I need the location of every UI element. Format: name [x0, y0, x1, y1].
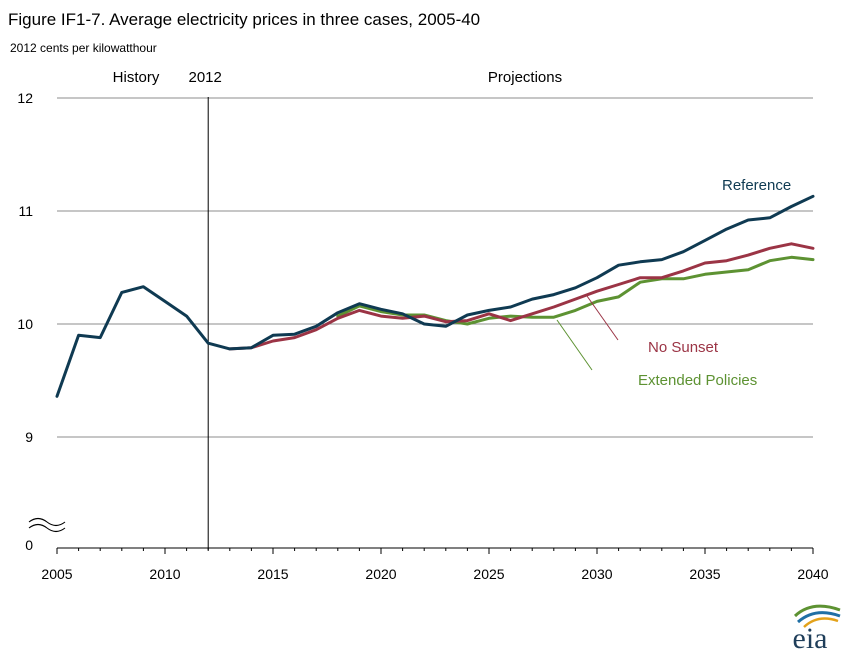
- logo-arc-blue: [797, 611, 841, 624]
- logo-text: eia: [793, 622, 828, 655]
- x-tick-label: 2005: [41, 566, 72, 582]
- extended-policies-series-label: Extended Policies: [638, 372, 757, 389]
- y-tick-label: 9: [25, 429, 33, 445]
- extended-policies-leader-line: [556, 319, 593, 371]
- y-tick-labels: 12 11 10 9 0: [17, 90, 33, 553]
- x-axis: 2005 2010 2015 2020 2025 2030 2035 2040: [41, 547, 829, 582]
- axis-break-icon: [28, 517, 66, 533]
- series-line-extended-policies: [336, 255, 815, 326]
- series-line-reference: [55, 194, 815, 398]
- reference-series-label: Reference: [722, 177, 791, 194]
- no-sunset-series-label: No Sunset: [648, 339, 719, 356]
- divider-year-label: 2012: [189, 69, 222, 86]
- logo-arc-green: [793, 604, 841, 618]
- x-tick-label: 2035: [689, 566, 720, 582]
- no-sunset-leader-line: [586, 295, 619, 341]
- x-tick-label: 2030: [581, 566, 612, 582]
- x-tick-label: 2040: [797, 566, 828, 582]
- eia-logo: eia: [793, 604, 841, 655]
- series-lines: [55, 194, 815, 398]
- x-tick-label: 2020: [365, 566, 396, 582]
- history-label: History: [113, 69, 160, 86]
- logo-arc-gold: [803, 617, 839, 628]
- x-tick-label: 2010: [149, 566, 180, 582]
- series-line-no-sunset: [228, 242, 815, 351]
- x-tick-label: 2025: [473, 566, 504, 582]
- y-tick-label: 12: [17, 90, 33, 106]
- projections-label: Projections: [488, 69, 562, 86]
- x-tick-label: 2015: [257, 566, 288, 582]
- y-tick-label: 11: [18, 203, 33, 219]
- chart-title: Figure IF1-7. Average electricity prices…: [8, 10, 480, 29]
- y-tick-label-zero: 0: [25, 537, 33, 553]
- y-axis-unit-label: 2012 cents per kilowatthour: [10, 41, 157, 55]
- y-tick-label: 10: [17, 316, 33, 332]
